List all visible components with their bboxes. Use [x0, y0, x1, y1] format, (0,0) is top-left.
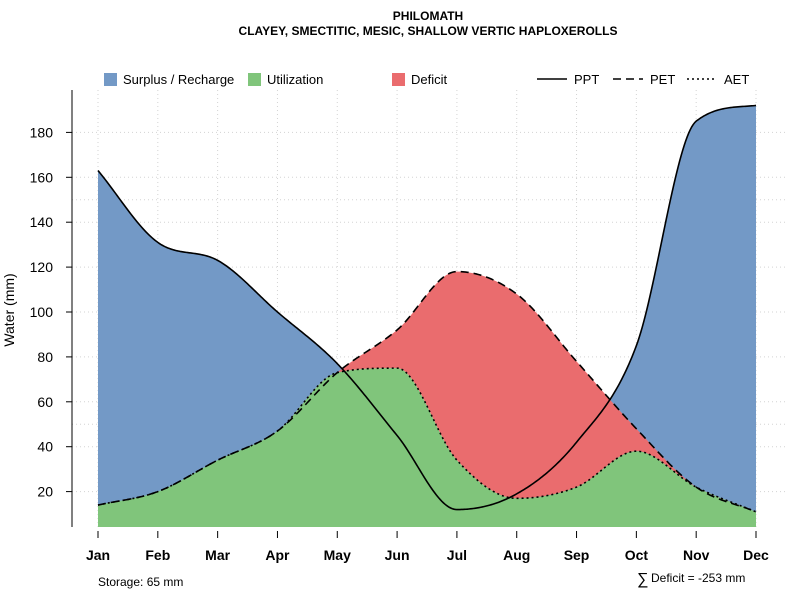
x-tick-label: Feb: [145, 547, 170, 563]
x-tick-label: Dec: [743, 547, 769, 563]
series-line-pet: [97, 270, 757, 513]
x-tick-label: Apr: [265, 547, 290, 563]
x-tick-label: Jul: [447, 547, 467, 563]
y-tick-label: 60: [37, 394, 53, 410]
storage-note: Storage: 65 mm: [98, 575, 183, 589]
y-axis-label: Water (mm): [1, 273, 17, 346]
area-fills: [98, 105, 756, 528]
series-line-ppt: [97, 104, 757, 511]
x-tick-label: Jun: [385, 547, 410, 563]
surplus-recharge-area: [98, 105, 756, 528]
chart-title: PHILOMATH: [393, 9, 463, 23]
y-tick-label: 100: [30, 304, 54, 320]
x-tick-label: Mar: [205, 547, 230, 563]
legend-label: Deficit: [411, 72, 448, 87]
legend: Surplus / Recharge Utilization Deficit PPT P…: [104, 72, 749, 87]
legend-label: PPT: [574, 72, 599, 87]
series-line-aet: [97, 367, 757, 513]
deficit-area: [98, 271, 756, 512]
deficit-sum-icon: ∑: [637, 571, 648, 588]
y-tick-label: 80: [37, 349, 53, 365]
x-tick-label: Sep: [564, 547, 590, 563]
legend-label: PET: [650, 72, 675, 87]
x-tick-label: Nov: [683, 547, 710, 563]
y-tick-label: 140: [30, 214, 54, 230]
x-tick-label: May: [324, 547, 351, 563]
y-tick-label: 180: [30, 124, 54, 140]
x-tick-label: Oct: [625, 547, 649, 563]
deficit-note: Deficit = -253 mm: [651, 571, 745, 585]
y-tick-label: 20: [37, 484, 53, 500]
utilization-area: [98, 368, 756, 527]
y-tick-label: 160: [30, 169, 54, 185]
x-tick-label: Aug: [503, 547, 530, 563]
legend-swatch: [248, 73, 261, 86]
legend-swatch: [104, 73, 117, 86]
legend-label: Utilization: [267, 72, 323, 87]
y-tick-label: 40: [37, 439, 53, 455]
legend-label: AET: [724, 72, 749, 87]
legend-label: Surplus / Recharge: [123, 72, 234, 87]
chart-subtitle: CLAYEY, SMECTITIC, MESIC, SHALLOW VERTIC…: [239, 24, 618, 38]
legend-swatch: [392, 73, 405, 86]
x-tick-label: Jan: [86, 547, 110, 563]
axes: 20 40 60 80 100 120 140 160 180 Jan Feb Mar Apr May Ju…: [30, 90, 769, 563]
y-tick-label: 120: [30, 259, 54, 275]
series-lines: [97, 104, 757, 513]
